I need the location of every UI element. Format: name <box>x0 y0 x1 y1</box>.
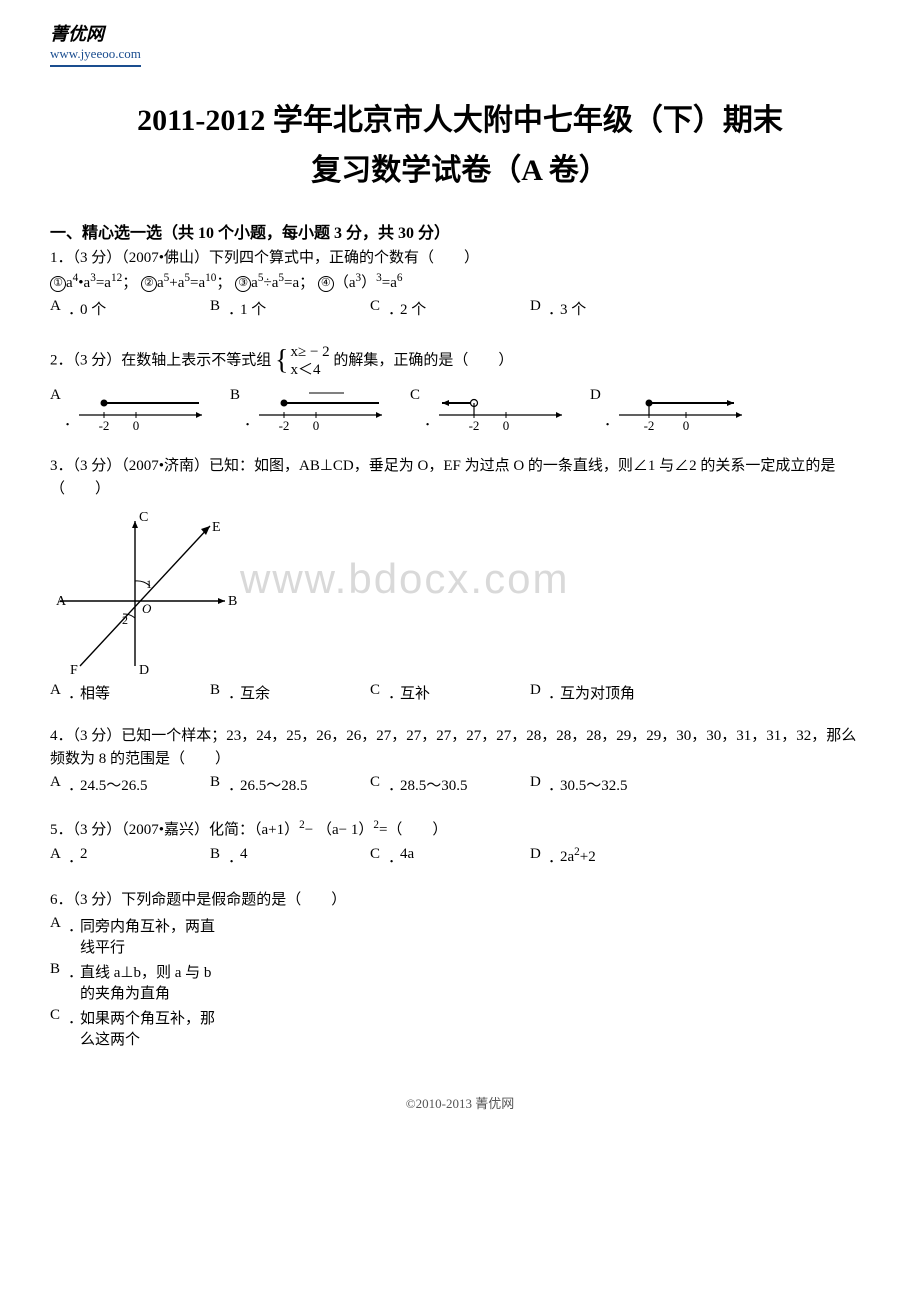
doc-title: 2011-2012 学年北京市人大附中七年级（下）期末 <box>50 95 870 139</box>
q5-opt-a: A．2 <box>50 846 210 867</box>
q3-options: A．相等 B．互余 C．互补 D．互为对顶角 <box>50 682 870 707</box>
circled-2: ② <box>141 276 157 292</box>
svg-text:-2: -2 <box>279 418 290 433</box>
q4-opt-a: A．24.5～26.5 <box>50 774 210 795</box>
q2-opt-c: C． -2 0 <box>410 385 590 435</box>
watermark: www.bdocx.com <box>240 555 569 603</box>
q1-text: 1．（3 分）（2007•佛山）下列四个算式中，正确的个数有（ ） ①a4•a3… <box>50 247 870 294</box>
q5-opt-b: B．4 <box>210 846 370 867</box>
q2-options: A． -2 0 B． -2 <box>50 385 870 435</box>
q6-opt-b: B．直线 a⊥b，则 a 与 b 的夹角为直角 <box>50 961 870 1003</box>
q1-opt-b: B．1 个 <box>210 298 370 319</box>
circled-3: ③ <box>235 276 251 292</box>
page-footer: ©2010-2013 菁优网 <box>50 1093 870 1112</box>
svg-text:2: 2 <box>122 613 128 627</box>
svg-text:0: 0 <box>313 418 320 433</box>
circled-4: ④ <box>318 276 334 292</box>
q5-opt-c: C．4a <box>370 846 530 867</box>
svg-text:-2: -2 <box>644 418 655 433</box>
svg-text:F: F <box>70 663 78 676</box>
q4-options: A．24.5～26.5 B．26.5～28.5 C．28.5～30.5 D．30… <box>50 774 870 799</box>
q2-opt-a: A． -2 0 <box>50 385 230 435</box>
svg-text:-2: -2 <box>469 418 480 433</box>
q3-text: 3．（3 分）（2007•济南）已知：如图，AB⊥CD，垂足为 O，EF 为过点… <box>50 455 870 500</box>
numberline-a: -2 0 <box>74 385 214 435</box>
logo-url: www.jyeeoo.com <box>50 46 141 61</box>
q6-opt-c: C．如果两个角互补，那么这两个 <box>50 1007 870 1049</box>
q4-text: 4．（3 分）已知一个样本；23，24，25，26，26，27，27，27，27… <box>50 725 870 770</box>
logo-text: 菁优网 <box>50 24 104 44</box>
q1-options: A．0 个 B．1 个 C．2 个 D．3 个 <box>50 298 870 323</box>
svg-text:-2: -2 <box>99 418 110 433</box>
q2-opt-b: B． -2 0 <box>230 385 410 435</box>
svg-text:E: E <box>212 520 221 535</box>
svg-text:C: C <box>139 510 148 525</box>
q5-options: A．2 B．4 C．4a D．2a2+2 <box>50 846 870 871</box>
svg-text:0: 0 <box>133 418 140 433</box>
q6-text: 6．（3 分）下列命题中是假命题的是（ ） <box>50 889 870 912</box>
q4-opt-c: C．28.5～30.5 <box>370 774 530 795</box>
svg-text:B: B <box>228 594 237 609</box>
inequality-system: { x≥ − 2 x＜4 <box>275 343 330 379</box>
q2-opt-d: D． -2 0 <box>590 385 770 435</box>
q1-stem: 1．（3 分）（2007•佛山）下列四个算式中，正确的个数有（ ） <box>50 250 479 266</box>
q3-figure: A B C D E F O 1 2 <box>50 506 240 676</box>
q5-opt-d: D．2a2+2 <box>530 846 690 867</box>
doc-subtitle: 复习数学试卷（A 卷） <box>50 145 870 189</box>
q2-text: 2．（3 分）在数轴上表示不等式组 { x≥ − 2 x＜4 的解集，正确的是（… <box>50 343 870 379</box>
q2-stem-b: 的解集，正确的是（ ） <box>333 352 513 368</box>
q2-stem-a: 2．（3 分）在数轴上表示不等式组 <box>50 352 271 368</box>
svg-text:0: 0 <box>683 418 690 433</box>
svg-text:A: A <box>56 594 67 609</box>
section-1-heading: 一、精心选一选（共 10 个小题，每小题 3 分，共 30 分） <box>50 219 870 243</box>
q1-opt-c: C．2 个 <box>370 298 530 319</box>
q3-opt-c: C．互补 <box>370 682 530 703</box>
q6-options: A．同旁内角互补，两直线平行 B．直线 a⊥b，则 a 与 b 的夹角为直角 C… <box>50 915 870 1053</box>
sys-line-2: x＜4 <box>290 361 329 379</box>
circled-1: ① <box>50 276 66 292</box>
svg-text:1: 1 <box>146 577 152 591</box>
sys-line-1: x≥ − 2 <box>290 343 329 361</box>
site-logo: 菁优网 www.jyeeoo.com <box>50 20 141 67</box>
q1-opt-d: D．3 个 <box>530 298 690 319</box>
numberline-b: -2 0 <box>254 385 394 435</box>
svg-text:D: D <box>139 663 149 676</box>
q4-opt-b: B．26.5～28.5 <box>210 774 370 795</box>
numberline-d: -2 0 <box>614 385 754 435</box>
q1-opt-a: A．0 个 <box>50 298 210 319</box>
q3-opt-b: B．互余 <box>210 682 370 703</box>
svg-text:0: 0 <box>503 418 510 433</box>
svg-text:O: O <box>142 601 152 616</box>
q5-text: 5．（3 分）（2007•嘉兴）化简：（a+1）2− （a− 1）2=（ ） <box>50 817 870 842</box>
q6-opt-a: A．同旁内角互补，两直线平行 <box>50 915 870 957</box>
numberline-c: -2 0 <box>434 385 574 435</box>
q3-opt-a: A．相等 <box>50 682 210 703</box>
q3-opt-d: D．互为对顶角 <box>530 682 690 703</box>
q4-opt-d: D．30.5～32.5 <box>530 774 690 795</box>
